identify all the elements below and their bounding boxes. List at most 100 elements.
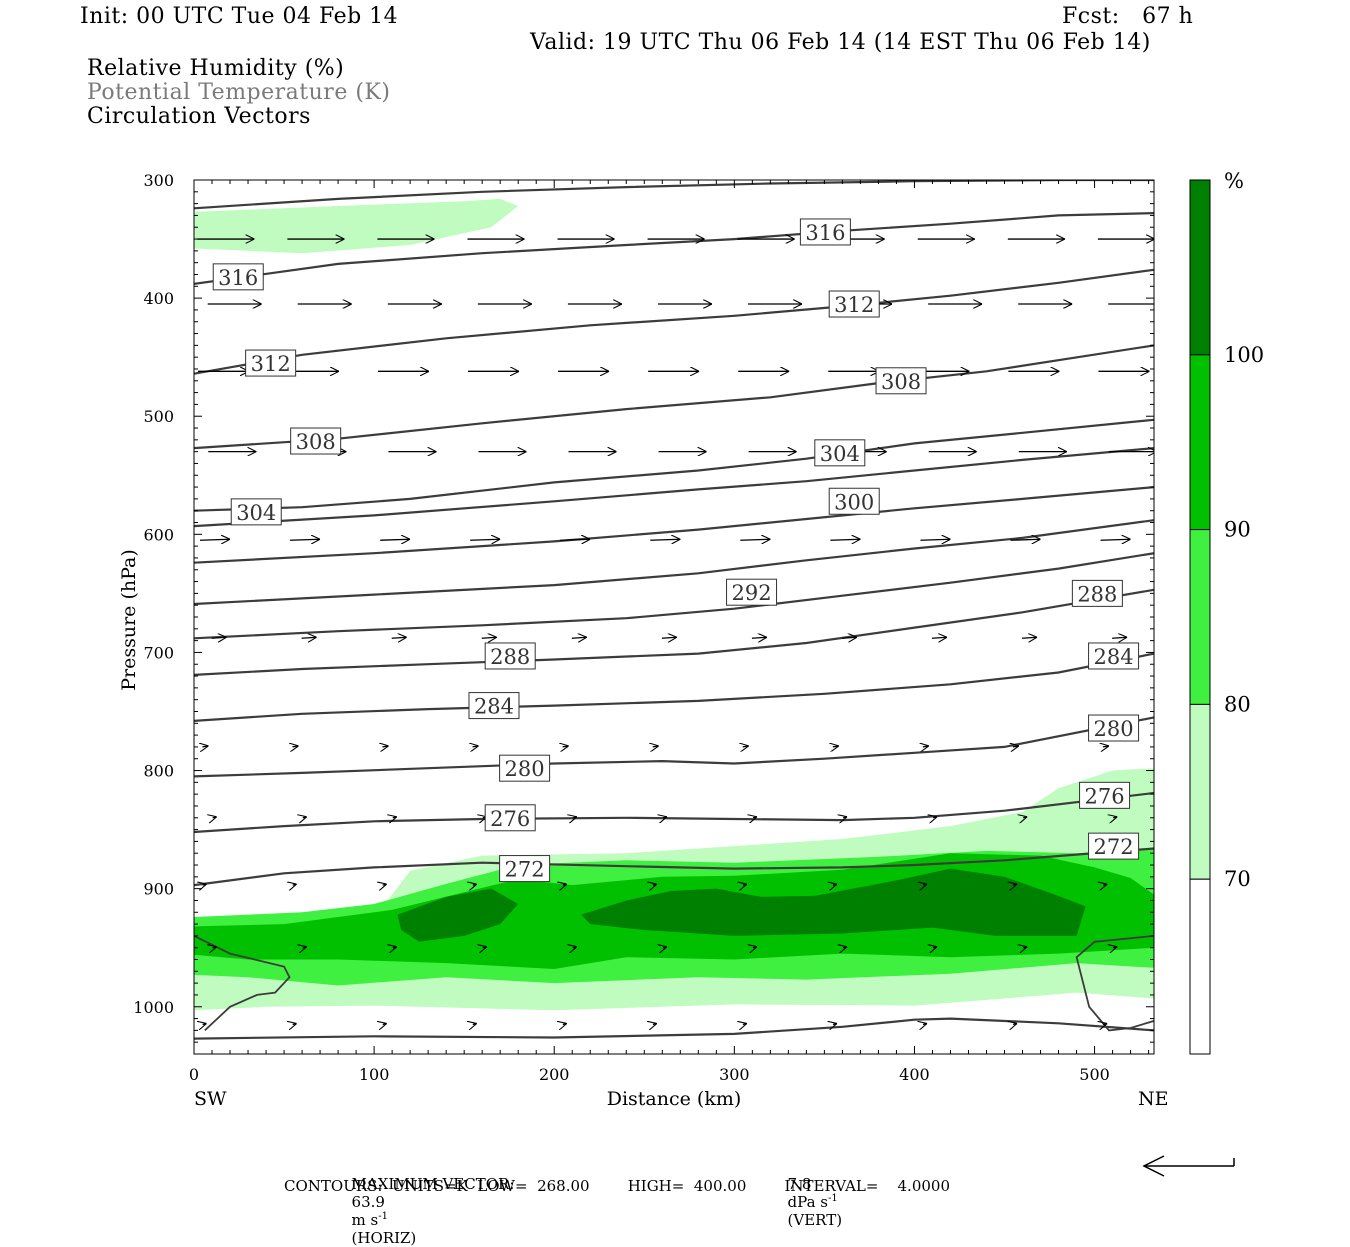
circulation-vector xyxy=(753,817,757,818)
circulation-vector xyxy=(383,884,387,885)
colorbar: 100 90 80 70% xyxy=(1189,169,1264,1055)
circulation-vector xyxy=(663,817,667,818)
circulation-vector xyxy=(470,539,500,540)
theta-contour-surface-left xyxy=(194,935,291,1032)
circulation-vector xyxy=(830,539,860,540)
theta-contour-312 xyxy=(194,268,1154,375)
contour-label-284: 284 xyxy=(474,695,514,719)
colorbar-level-label: 100 xyxy=(1224,343,1264,367)
contour-label-284: 284 xyxy=(1094,645,1134,669)
contour-label-304: 304 xyxy=(236,501,276,525)
x-left-end-label: SW xyxy=(194,1088,227,1110)
contour-label-box xyxy=(828,290,880,318)
y-tick-label: 800 xyxy=(143,762,174,781)
circulation-vector xyxy=(843,947,847,948)
reference-vector-arrow xyxy=(1142,1155,1235,1177)
circulation-vector xyxy=(923,746,929,747)
contour-label-box xyxy=(245,349,297,377)
circulation-vector xyxy=(573,817,577,818)
contour-label-276: 276 xyxy=(1085,784,1125,808)
circulation-vector xyxy=(833,746,839,747)
x-tick-label: 200 xyxy=(539,1065,570,1084)
circulation-vector xyxy=(473,884,477,885)
circulation-vector xyxy=(563,746,569,747)
circulation-vector xyxy=(473,1023,477,1024)
theta-contour-276 xyxy=(194,791,1154,834)
theta-contour-304 xyxy=(194,418,1154,512)
y-tick-label: 900 xyxy=(143,880,174,899)
contour-label-box xyxy=(726,578,778,606)
circulation-vector xyxy=(203,884,207,885)
circulation-vector xyxy=(743,1023,747,1024)
contour-label-308: 308 xyxy=(296,430,336,454)
circulation-vector xyxy=(653,884,657,885)
theta-contour-280 xyxy=(194,716,1154,778)
circulation-vector xyxy=(743,884,747,885)
circulation-vector xyxy=(393,947,397,948)
circulation-vector xyxy=(293,1023,297,1024)
colorbar-level-label: 70 xyxy=(1224,867,1251,891)
theta-contour-unlabeled xyxy=(194,552,1154,640)
circulation-vector xyxy=(1013,884,1017,885)
contour-label-box xyxy=(484,804,536,832)
contour-label-288: 288 xyxy=(1077,582,1117,606)
contour-label-280: 280 xyxy=(1094,717,1134,741)
circulation-vector xyxy=(1022,637,1037,638)
circulation-vector xyxy=(303,947,307,948)
circulation-vector xyxy=(1103,884,1107,885)
rh-region xyxy=(194,198,519,254)
contour-label-box xyxy=(1079,781,1131,809)
contour-label-box xyxy=(799,218,851,246)
circulation-vector xyxy=(751,637,767,638)
colorbar-bin xyxy=(1189,529,1211,705)
valid-time: Valid: 19 UTC Thu 06 Feb 14 (14 EST Thu … xyxy=(530,30,1151,55)
field-vectors-title: Circulation Vectors xyxy=(87,104,311,129)
colorbar-bin xyxy=(1189,878,1211,1055)
circulation-vector xyxy=(563,884,567,885)
contour-label-312: 312 xyxy=(834,293,874,317)
circulation-vector xyxy=(391,637,407,638)
vert-unit: dPa s xyxy=(787,1193,828,1211)
contour-label-280: 280 xyxy=(505,757,545,781)
vert-tag: (VERT) xyxy=(787,1211,843,1229)
circulation-vector xyxy=(1010,539,1041,540)
circulation-vector xyxy=(1113,947,1117,948)
circulation-vector xyxy=(661,637,677,638)
circulation-vector xyxy=(1112,637,1127,638)
circulation-vector xyxy=(560,539,590,540)
circulation-vector xyxy=(199,539,230,540)
y-tick-label: 700 xyxy=(143,643,174,662)
circulation-vector xyxy=(1100,539,1131,540)
field-theta-title: Potential Temperature (K) xyxy=(87,80,391,105)
circulation-vector xyxy=(650,539,680,540)
circulation-vector xyxy=(303,817,307,818)
contour-label-box xyxy=(1088,642,1140,670)
circulation-vector xyxy=(933,947,937,948)
y-tick-label: 600 xyxy=(143,525,174,544)
circulation-vector xyxy=(1023,947,1027,948)
y-axis-label: Pressure (hPa) xyxy=(118,549,140,691)
contour-label-box xyxy=(468,692,520,720)
circulation-vector xyxy=(213,817,217,818)
colorbar-bin xyxy=(1189,703,1211,880)
y-tick-label: 500 xyxy=(143,407,174,426)
colorbar-level-label: 80 xyxy=(1224,692,1251,716)
colorbar-bin xyxy=(1189,354,1211,531)
contour-label-box xyxy=(1088,714,1140,742)
circulation-vector xyxy=(663,947,667,948)
circulation-vector xyxy=(1103,746,1109,747)
contour-label-box xyxy=(484,642,536,670)
x-tick-label: 100 xyxy=(359,1065,390,1084)
horiz-unit: m s xyxy=(351,1211,379,1229)
relative-humidity-fill xyxy=(194,198,1154,1011)
horiz-value: 63.9 xyxy=(351,1193,385,1211)
contour-label-box xyxy=(499,855,551,883)
horiz-exp: -1 xyxy=(378,1211,388,1222)
contour-label-308: 308 xyxy=(881,370,921,394)
circulation-vector xyxy=(383,746,389,747)
horiz-tag: (HORIZ) xyxy=(351,1229,417,1247)
circulation-vector xyxy=(833,884,837,885)
x-right-end-label: NE xyxy=(1138,1088,1169,1110)
theta-contour-surface-right xyxy=(1075,935,1154,1032)
circulation-vector xyxy=(202,746,208,747)
